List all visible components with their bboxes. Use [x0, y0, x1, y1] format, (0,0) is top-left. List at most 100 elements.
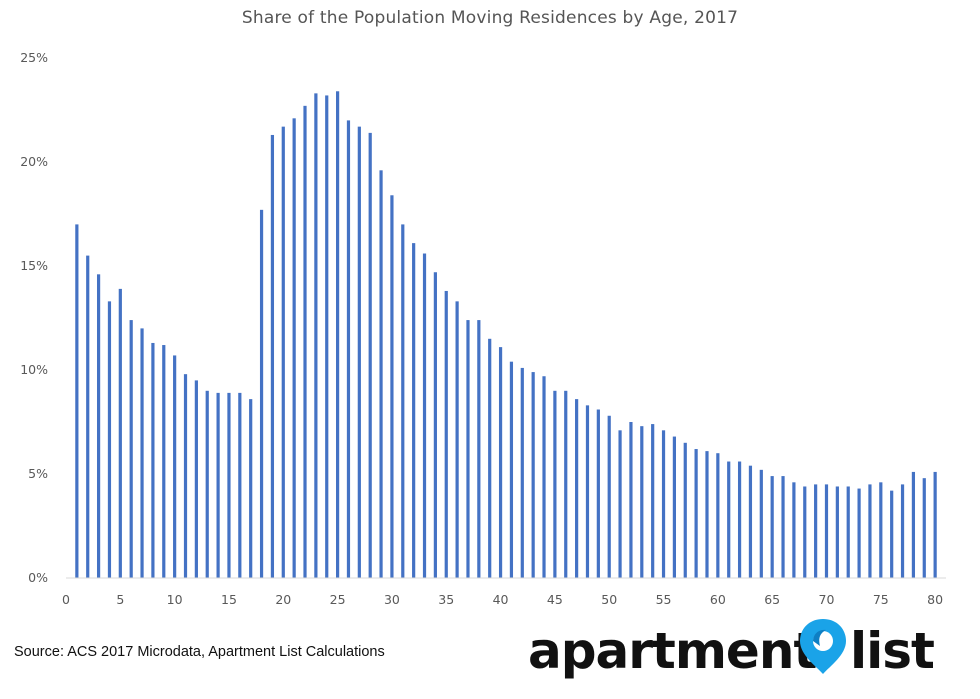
x-tick-label: 80: [927, 592, 943, 607]
bar-age-77: [900, 484, 905, 578]
y-tick-label: 20%: [20, 154, 48, 169]
bar-age-45: [553, 390, 557, 578]
y-tick-label: 15%: [20, 258, 48, 273]
bar-age-72: [846, 486, 850, 578]
bar-age-16: [238, 392, 242, 578]
x-tick-label: 55: [656, 592, 672, 607]
y-tick-label: 25%: [20, 50, 48, 65]
bar-age-65: [770, 476, 774, 578]
bar-age-74: [868, 484, 872, 578]
x-tick-label: 60: [710, 592, 726, 607]
bar-age-17: [249, 399, 253, 578]
chart-plot: 0% 5% 10% 15% 20% 25% 0 5 10 15 20 25 30 35 40 45 50 55 6…: [20, 50, 946, 607]
bar-age-2: [86, 255, 90, 578]
x-tick-label: 45: [547, 592, 563, 607]
bar-age-50: [607, 415, 611, 578]
x-tick-label: 25: [330, 592, 346, 607]
y-tick-label: 10%: [20, 362, 48, 377]
bar-age-67: [792, 482, 796, 578]
bar-age-1: [75, 224, 79, 578]
bar-age-9: [162, 345, 166, 578]
bar-age-64: [759, 469, 763, 578]
bar-age-76: [890, 490, 894, 578]
bar-age-56: [672, 436, 676, 578]
apartment-list-logo: apartment list: [528, 616, 948, 694]
bar-age-6: [129, 320, 133, 578]
bar-age-39: [488, 338, 492, 578]
bars: [75, 91, 937, 579]
bar-age-58: [694, 449, 698, 578]
bar-age-11: [183, 374, 188, 578]
x-tick-label: 20: [275, 592, 291, 607]
bar-age-34: [433, 272, 437, 578]
bar-age-23: [314, 93, 318, 579]
x-tick-label: 10: [167, 592, 183, 607]
x-tick-label: 0: [62, 592, 70, 607]
chart-title: Share of the Population Moving Residence…: [241, 8, 739, 28]
bar-age-29: [379, 170, 383, 578]
bar-age-37: [466, 320, 470, 578]
bar-age-49: [596, 409, 600, 578]
bar-age-79: [922, 478, 926, 578]
x-tick-label: 70: [819, 592, 835, 607]
bar-age-33: [422, 253, 427, 578]
bar-age-68: [803, 486, 807, 578]
bar-age-71: [835, 486, 839, 578]
bar-age-59: [705, 451, 709, 578]
bar-age-10: [173, 355, 177, 578]
bar-age-28: [368, 132, 372, 578]
bar-age-41: [509, 361, 514, 578]
bar-age-14: [216, 392, 220, 578]
bar-age-25: [336, 91, 340, 578]
bar-age-46: [564, 390, 568, 578]
bar-age-55: [661, 430, 666, 578]
bar-age-13: [205, 390, 209, 578]
bar-age-63: [748, 465, 753, 578]
bar-age-62: [737, 461, 742, 578]
bar-age-19: [270, 134, 275, 578]
x-tick-label: 15: [221, 592, 237, 607]
map-pin-icon: [800, 619, 846, 674]
bar-age-15: [227, 392, 231, 578]
bar-age-35: [444, 290, 448, 578]
logo-text-apartment: apartment: [528, 622, 817, 680]
bar-age-54: [651, 424, 655, 578]
y-axis-labels: 0% 5% 10% 15% 20% 25%: [20, 50, 48, 585]
bar-age-44: [542, 376, 546, 578]
bar-age-42: [520, 367, 524, 578]
bar-age-12: [194, 380, 198, 578]
x-tick-label: 30: [384, 592, 400, 607]
logo-text-list: list: [850, 622, 935, 680]
bar-age-30: [390, 195, 394, 578]
bar-age-73: [857, 488, 861, 578]
y-tick-label: 0%: [28, 570, 48, 585]
bar-age-20: [281, 126, 285, 578]
bar-age-70: [824, 484, 829, 578]
bar-age-48: [585, 405, 590, 578]
bar-age-32: [412, 243, 416, 578]
bar-age-51: [618, 430, 622, 578]
y-tick-label: 5%: [28, 466, 48, 481]
bar-age-57: [683, 442, 687, 578]
bar-age-26: [346, 120, 351, 579]
bar-age-60: [716, 453, 720, 578]
bar-age-38: [477, 320, 481, 578]
bar-age-61: [727, 461, 731, 578]
x-tick-label: 75: [873, 592, 889, 607]
x-tick-label: 35: [438, 592, 454, 607]
source-note: Source: ACS 2017 Microdata, Apartment Li…: [14, 644, 385, 660]
x-tick-label: 5: [116, 592, 124, 607]
bar-age-24: [325, 95, 329, 578]
bar-age-52: [629, 422, 633, 578]
x-tick-label: 50: [601, 592, 617, 607]
bar-age-5: [118, 288, 122, 578]
bar-age-36: [455, 301, 459, 578]
bar-age-22: [303, 105, 307, 578]
bar-age-78: [911, 471, 916, 578]
bar-age-53: [640, 426, 644, 578]
x-tick-label: 40: [493, 592, 509, 607]
bar-age-40: [498, 347, 503, 578]
x-axis-labels: 0 5 10 15 20 25 30 35 40 45 50 55 60 65 70 75 80: [62, 592, 943, 607]
bar-age-43: [531, 372, 535, 578]
